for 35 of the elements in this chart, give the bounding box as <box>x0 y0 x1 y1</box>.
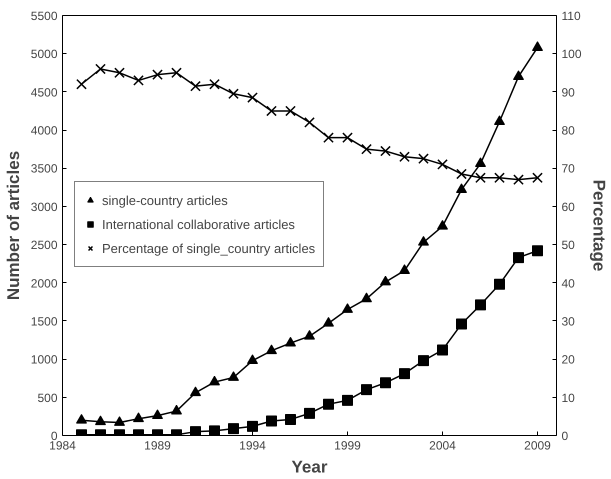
y-tick-label: 2500 <box>30 238 58 252</box>
y-tick-label: 5000 <box>30 47 58 62</box>
x-tick-label: 1994 <box>239 438 266 452</box>
y2-tick-label: 20 <box>562 352 576 367</box>
x-tick-label: 1989 <box>144 438 172 452</box>
x-tick-label: 2004 <box>429 438 456 452</box>
y2-tick-label: 100 <box>562 47 582 62</box>
y-tick-label: 500 <box>37 390 58 405</box>
x-tick-label: 2009 <box>524 438 552 452</box>
y-tick-label: 3000 <box>30 200 58 214</box>
y2-tick-label: 0 <box>562 429 568 443</box>
y-tick-label: 3500 <box>30 162 58 176</box>
y2-tick-label: 110 <box>562 9 581 23</box>
y2-tick-label: 10 <box>562 390 576 405</box>
y-tick-label: 1500 <box>30 314 58 328</box>
legend-label: Percentage of single_country articles <box>102 240 316 256</box>
y2-tick-label: 60 <box>562 200 576 214</box>
y-tick-label: 4500 <box>30 85 58 100</box>
y-tick-label: 5500 <box>30 9 58 23</box>
y2-tick-label: 30 <box>562 314 576 328</box>
x-tick-label: 1984 <box>49 438 76 452</box>
y2-tick-label: 80 <box>562 124 576 138</box>
legend-label: International collaborative articles <box>102 216 295 232</box>
y2-tick-label: 40 <box>562 276 576 290</box>
y2-tick-label: 50 <box>562 238 576 252</box>
legend-label: single-country articles <box>102 192 228 208</box>
y-tick-label: 1000 <box>30 352 58 367</box>
y-tick-label: 4000 <box>30 124 58 138</box>
x-axis-title: Year <box>292 458 328 476</box>
y-axis-title: Number of articles <box>4 150 23 300</box>
y2-tick-label: 90 <box>562 85 576 100</box>
y2-tick-label: 70 <box>562 162 576 176</box>
y-tick-label: 2000 <box>30 276 58 290</box>
x-tick-label: 1999 <box>334 438 362 452</box>
y2-axis-title: Percentage <box>590 180 609 272</box>
